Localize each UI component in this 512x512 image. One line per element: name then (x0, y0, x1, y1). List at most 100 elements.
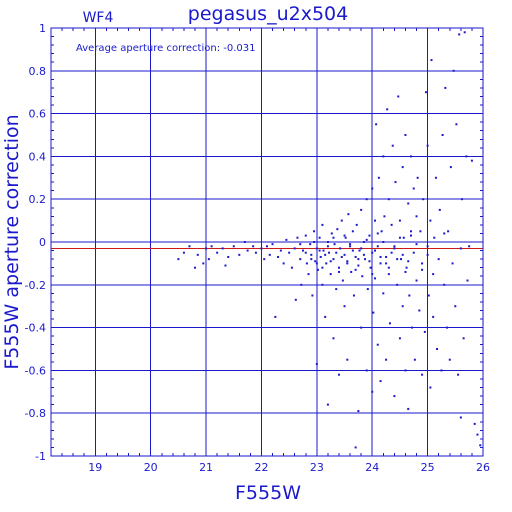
data-point (415, 215, 418, 218)
data-point (421, 373, 424, 376)
data-point (419, 230, 422, 233)
data-point (377, 176, 380, 179)
chart-title: pegasus_u2x504 (188, 3, 348, 25)
data-point (294, 298, 297, 301)
data-point (274, 315, 277, 318)
data-point (376, 245, 379, 248)
data-point (421, 268, 424, 271)
data-point (476, 433, 479, 436)
y-tick-label: -0.2 (25, 279, 46, 292)
data-point (387, 198, 390, 201)
data-point (371, 187, 374, 190)
data-point (455, 123, 458, 126)
data-point (473, 422, 476, 425)
data-point (182, 251, 185, 254)
data-point (458, 33, 461, 36)
chart-subtitle: WF4 (83, 10, 114, 26)
data-point (349, 243, 352, 246)
data-point (330, 232, 333, 235)
data-point (349, 245, 352, 248)
data-point (460, 198, 463, 201)
data-point (380, 230, 383, 233)
data-point (357, 258, 360, 261)
data-point (346, 358, 349, 361)
data-point (429, 219, 432, 222)
data-point (432, 273, 435, 276)
data-point (318, 249, 321, 252)
data-point (429, 386, 432, 389)
data-point (351, 230, 354, 233)
x-tick-label: 22 (254, 461, 268, 474)
data-point (335, 251, 338, 254)
x-tick-label: 25 (421, 461, 435, 474)
data-point (358, 249, 361, 252)
data-point (296, 236, 299, 239)
y-tick-label: 0.8 (29, 65, 47, 78)
data-point (344, 236, 347, 239)
y-tick-label: 0.6 (29, 108, 47, 121)
data-point (319, 255, 322, 258)
data-point (398, 337, 401, 340)
data-point (369, 266, 372, 269)
data-point (372, 311, 375, 314)
data-point (329, 273, 332, 276)
data-point (307, 273, 310, 276)
data-point (360, 208, 363, 211)
data-point (188, 245, 191, 248)
data-point (374, 277, 376, 280)
data-point (447, 230, 450, 233)
data-point (277, 255, 280, 258)
data-point (346, 262, 349, 265)
data-point (371, 273, 374, 276)
y-tick-label: 0 (39, 236, 46, 249)
x-tick-label: 24 (365, 461, 379, 474)
data-point (451, 262, 454, 265)
data-point (387, 273, 390, 276)
data-point (282, 262, 285, 265)
data-point (205, 247, 208, 250)
data-point (288, 251, 291, 254)
data-point (216, 251, 219, 254)
data-point (404, 369, 407, 372)
data-point (398, 219, 401, 222)
data-point (332, 337, 335, 340)
data-point (407, 202, 410, 205)
data-point (315, 247, 318, 250)
x-tick-label: 23 (310, 461, 324, 474)
data-point (463, 31, 466, 34)
data-point (300, 283, 303, 286)
x-tick-label: 21 (199, 461, 213, 474)
data-point (452, 69, 455, 72)
data-point (339, 247, 342, 250)
data-point (397, 95, 400, 98)
data-point (321, 283, 324, 286)
data-point (365, 198, 368, 201)
data-point (459, 416, 462, 419)
data-point (443, 232, 446, 235)
data-point (266, 245, 268, 248)
data-point (379, 380, 382, 383)
data-point (393, 245, 396, 248)
data-points (177, 31, 482, 449)
data-point (446, 326, 448, 329)
data-point (177, 258, 180, 261)
data-point (347, 213, 350, 216)
data-point (355, 223, 358, 226)
data-point (434, 176, 437, 179)
y-tick-label: -0.8 (25, 407, 46, 420)
x-tick-label: 19 (88, 461, 102, 474)
data-point (360, 247, 363, 250)
x-axis-title: F555W (235, 482, 301, 504)
reference-lines (51, 241, 483, 250)
data-point (338, 373, 340, 376)
data-point (311, 294, 314, 297)
axis-ticks: 19 20 21 22 23 24 25 26 -1 -0.8 -0.6 -0.4 -0.2 0 0.2 0.… (25, 22, 490, 474)
data-point (364, 258, 367, 261)
data-point (374, 249, 376, 252)
data-point (388, 322, 391, 325)
data-point (316, 268, 319, 271)
y-tick-label: -1 (35, 450, 46, 463)
data-point (196, 253, 199, 256)
data-point (207, 258, 210, 261)
data-point (299, 243, 302, 246)
